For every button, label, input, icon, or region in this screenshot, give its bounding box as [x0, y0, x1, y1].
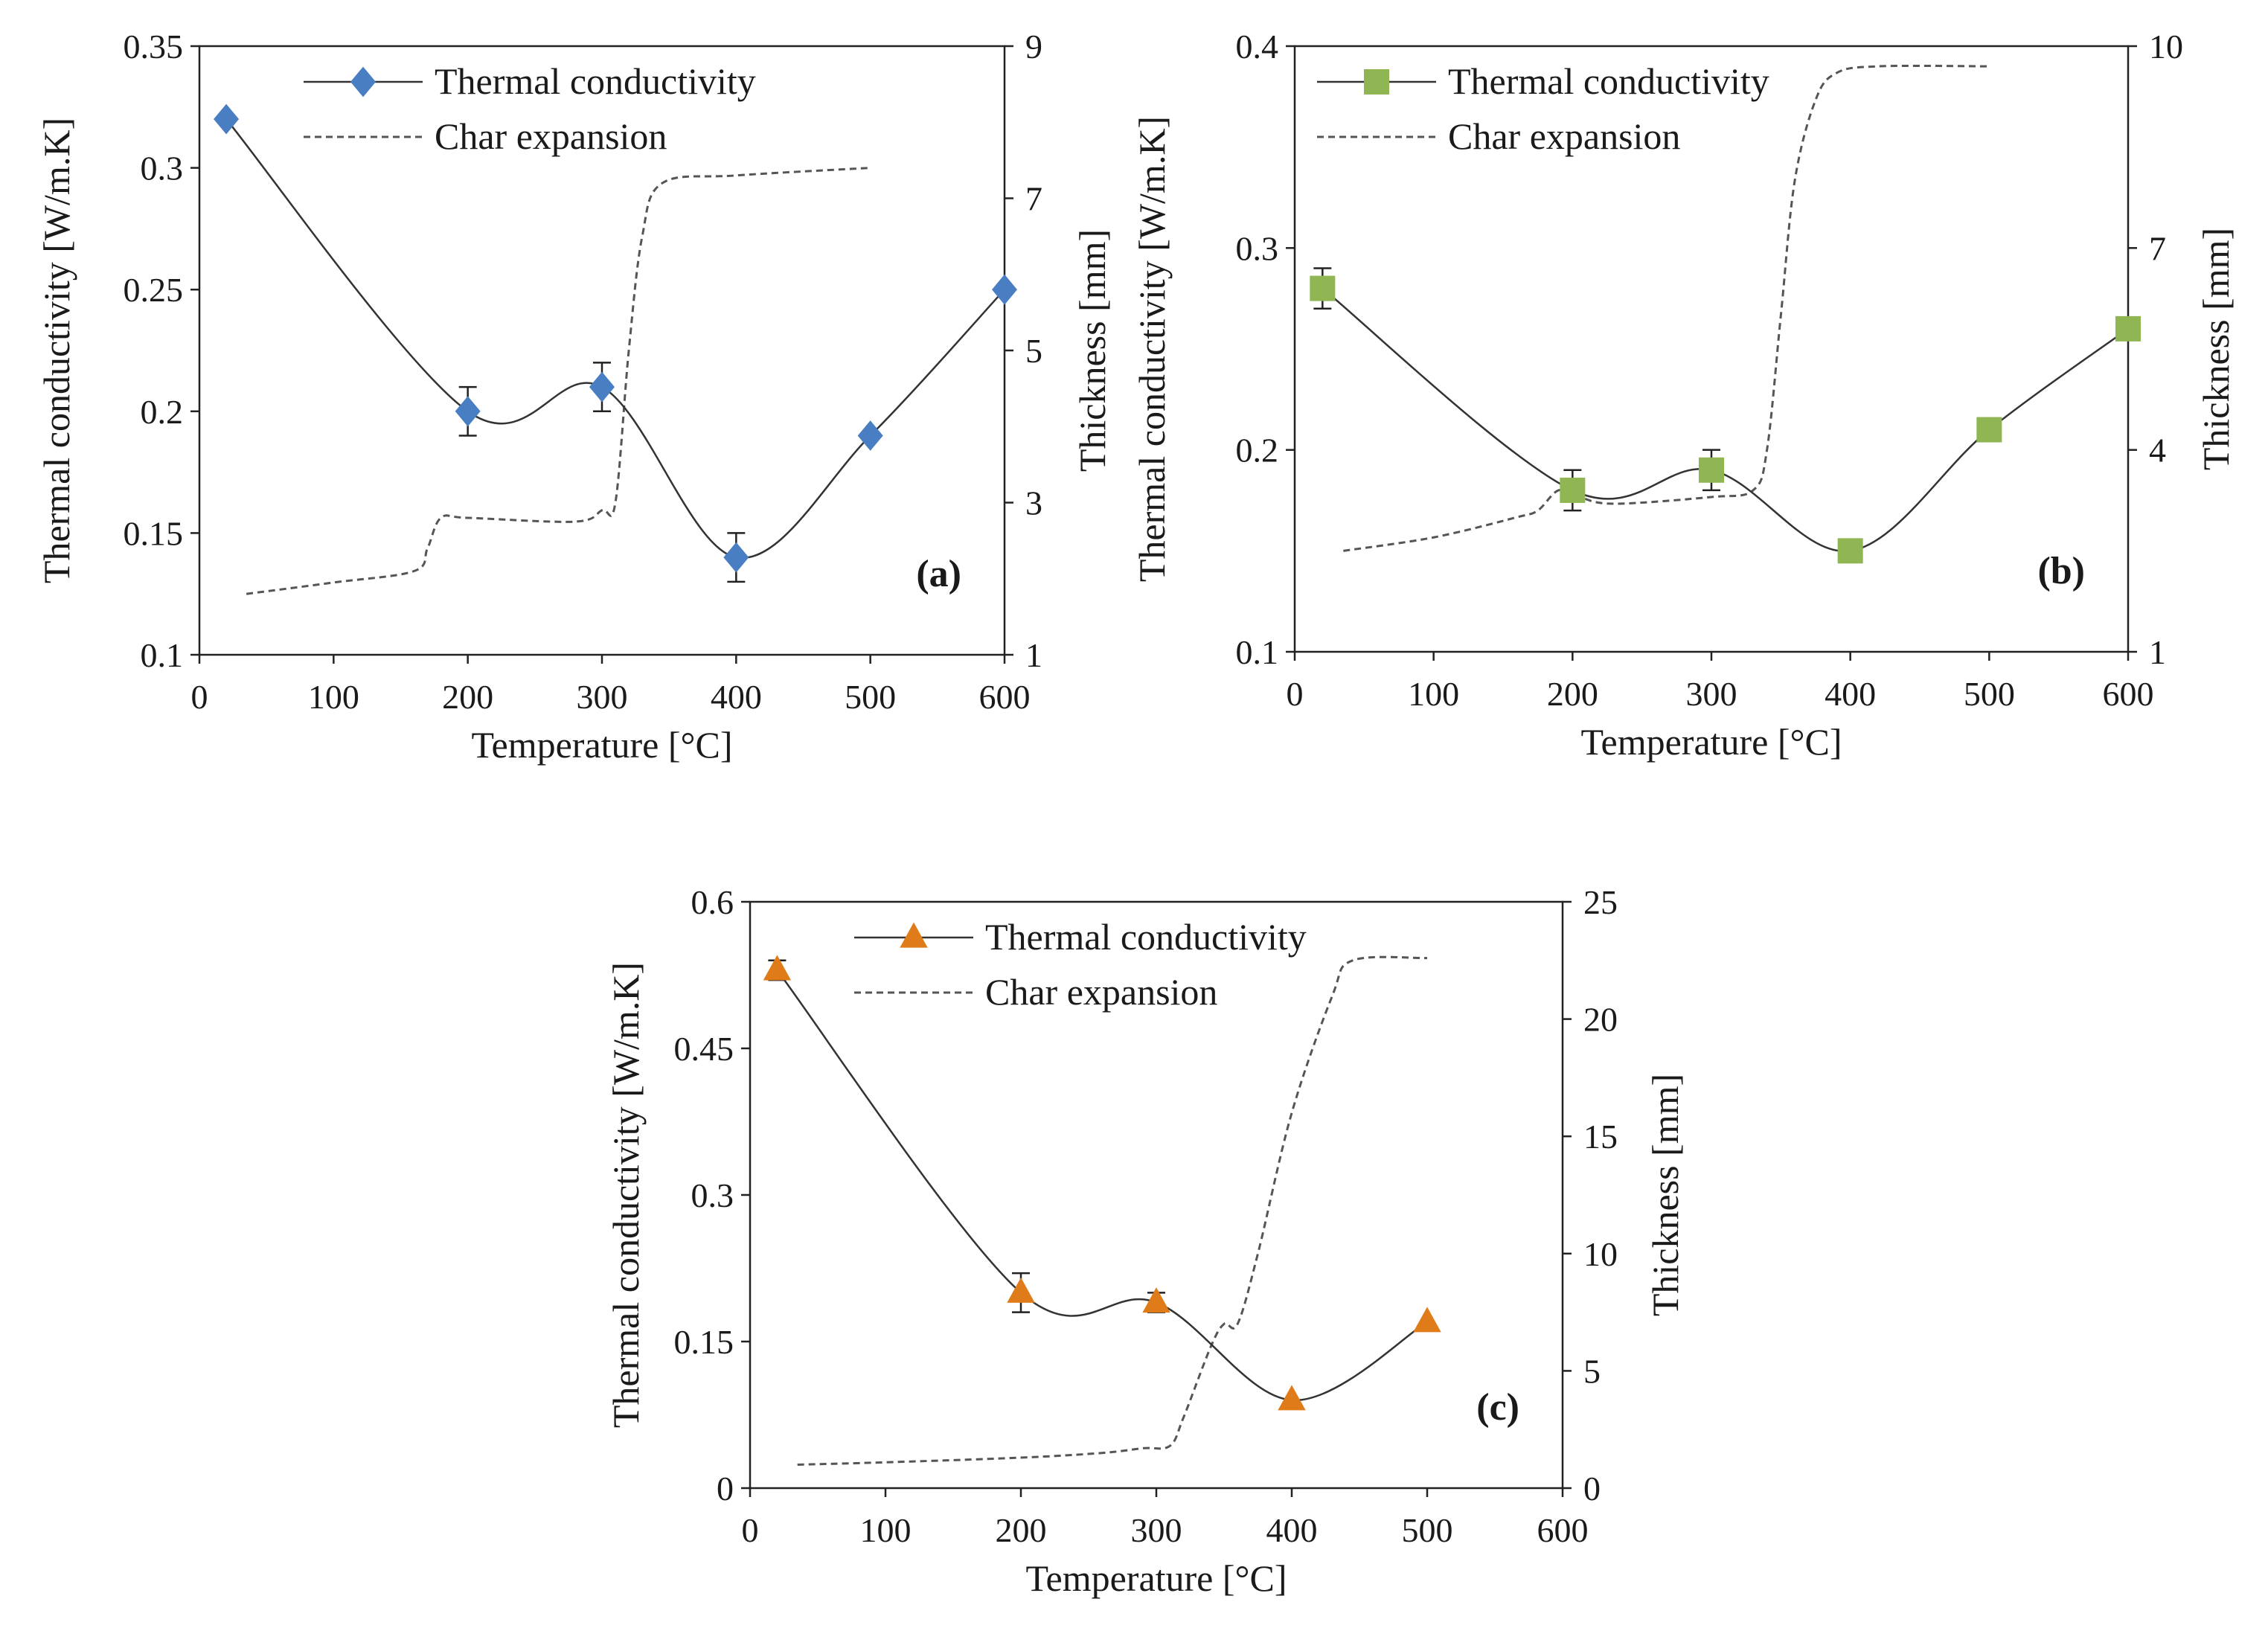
y2-axis-title: Thickness [mm]: [1644, 1074, 1686, 1316]
x-tick-label: 300: [577, 678, 628, 716]
y2-tick-label: 25: [1583, 883, 1618, 921]
data-point: [1976, 417, 2002, 443]
data-point: [1413, 1307, 1441, 1333]
legend-marker: [900, 922, 928, 948]
y2-tick-label: 3: [1025, 484, 1042, 522]
x-tick-label: 0: [742, 1511, 759, 1549]
data-point: [763, 955, 792, 981]
x-tick-label: 100: [860, 1511, 912, 1549]
y-tick-label: 0: [717, 1470, 734, 1507]
y-tick-label: 0.35: [124, 28, 184, 65]
data-point: [857, 420, 883, 451]
legend-marker: [1364, 69, 1389, 94]
y-tick-label: 0.3: [691, 1176, 734, 1214]
legend-label-char-expansion: Char expansion: [435, 115, 667, 157]
y2-tick-label: 5: [1025, 332, 1042, 370]
x-tick-label: 100: [308, 678, 359, 716]
panel-a: 0 100 200 300 400 500 600 0.1 0.15 0.2 0.25 0.3 0.35…: [36, 28, 1113, 766]
x-tick-label: 500: [845, 678, 896, 716]
x-tick-label: 0: [1287, 675, 1304, 713]
thermal-conductivity-line: [776, 970, 1428, 1402]
x-tick-label: 500: [1402, 1511, 1453, 1549]
legend-label-thermal-conductivity: Thermal conductivity: [435, 60, 756, 102]
x-tick-label: 400: [1266, 1511, 1318, 1549]
y2-tick-label: 20: [1583, 1001, 1618, 1039]
data-point: [214, 103, 240, 135]
y2-tick-label: 15: [1583, 1118, 1618, 1156]
y2-tick-label: 10: [1583, 1235, 1618, 1273]
char-expansion-line: [1343, 64, 1990, 552]
y2-tick-label: 7: [1025, 180, 1042, 218]
y2-tick-label: 9: [1025, 28, 1042, 65]
y-tick-label: 0.25: [124, 271, 184, 309]
x-axis-title: Temperature [°C]: [471, 724, 732, 766]
char-expansion-line: [797, 955, 1428, 1466]
panel-c: 0 100 200 300 400 500 600 0 0.15 0.3 0.45 0.6 0 5 10 15…: [605, 883, 1686, 1599]
legend-label-char-expansion: Char expansion: [985, 971, 1217, 1013]
legend-label-thermal-conductivity: Thermal conductivity: [985, 916, 1307, 958]
panel-label: (a): [916, 553, 961, 595]
x-tick-label: 600: [1537, 1511, 1589, 1549]
y2-tick-label: 4: [2149, 432, 2166, 470]
panel-b: 0 100 200 300 400 500 600 0.1 0.2 0.3 0.4 1 4 7 10 Temp…: [1131, 28, 2237, 763]
y-axis-title: Thermal conductivity [W/m.K]: [36, 118, 77, 583]
data-point: [1007, 1277, 1035, 1303]
y-tick-label: 0.3: [1236, 229, 1279, 267]
data-point: [1560, 477, 1586, 503]
x-tick-label: 300: [1131, 1511, 1182, 1549]
x-tick-label: 500: [1964, 675, 2015, 713]
y-tick-label: 0.15: [674, 1323, 734, 1361]
y2-tick-label: 0: [1583, 1470, 1601, 1507]
data-point: [1278, 1385, 1306, 1411]
x-tick-label: 400: [1825, 675, 1876, 713]
legend-label-thermal-conductivity: Thermal conductivity: [1448, 60, 1769, 102]
x-tick-label: 200: [996, 1511, 1047, 1549]
y-tick-label: 0.3: [141, 150, 184, 188]
panel-label: (c): [1476, 1386, 1519, 1429]
panel-label: (b): [2037, 550, 2085, 592]
x-tick-label: 600: [2103, 675, 2154, 713]
x-axis-title: Temperature [°C]: [1580, 721, 1842, 763]
thermal-conductivity-line: [225, 118, 1005, 560]
y-tick-label: 0.1: [141, 636, 184, 674]
x-tick-label: 200: [1547, 675, 1598, 713]
y-tick-label: 0.45: [674, 1030, 734, 1068]
x-axis-title: Temperature [°C]: [1025, 1557, 1287, 1599]
y2-tick-label: 7: [2149, 229, 2166, 267]
y-tick-label: 0.6: [691, 883, 734, 921]
legend-label-char-expansion: Char expansion: [1448, 115, 1680, 157]
x-tick-label: 100: [1408, 675, 1459, 713]
data-point: [589, 371, 615, 403]
x-tick-label: 200: [442, 678, 493, 716]
data-point: [1142, 1287, 1170, 1313]
y2-tick-label: 1: [2149, 633, 2166, 671]
data-point: [723, 542, 749, 573]
data-point: [455, 396, 481, 427]
y-tick-label: 0.2: [1236, 432, 1279, 470]
y-tick-label: 0.15: [124, 514, 184, 552]
y2-tick-label: 1: [1025, 636, 1042, 674]
y2-tick-label: 5: [1583, 1352, 1601, 1390]
y-axis-title: Thermal conductivity [W/m.K]: [605, 962, 647, 1428]
x-tick-label: 600: [979, 678, 1031, 716]
x-tick-label: 300: [1686, 675, 1737, 713]
char-expansion-line: [246, 167, 871, 595]
data-point: [1699, 457, 1724, 483]
y-tick-label: 0.4: [1236, 28, 1279, 65]
data-point: [2115, 315, 2141, 342]
thermal-conductivity-line: [1322, 287, 2129, 553]
x-tick-label: 400: [711, 678, 762, 716]
y-axis-title: Thermal conductivity [W/m.K]: [1131, 116, 1173, 582]
y2-axis-title: Thickness [mm]: [1071, 229, 1113, 472]
data-point: [1310, 275, 1336, 301]
x-tick-label: 0: [191, 678, 208, 716]
data-point: [992, 274, 1017, 305]
y2-axis-title: Thickness [mm]: [2195, 228, 2237, 470]
y2-tick-label: 10: [2149, 28, 2183, 65]
legend-marker: [350, 66, 376, 97]
y-tick-label: 0.1: [1236, 633, 1279, 671]
y-tick-label: 0.2: [141, 393, 184, 431]
data-point: [1837, 538, 1863, 564]
